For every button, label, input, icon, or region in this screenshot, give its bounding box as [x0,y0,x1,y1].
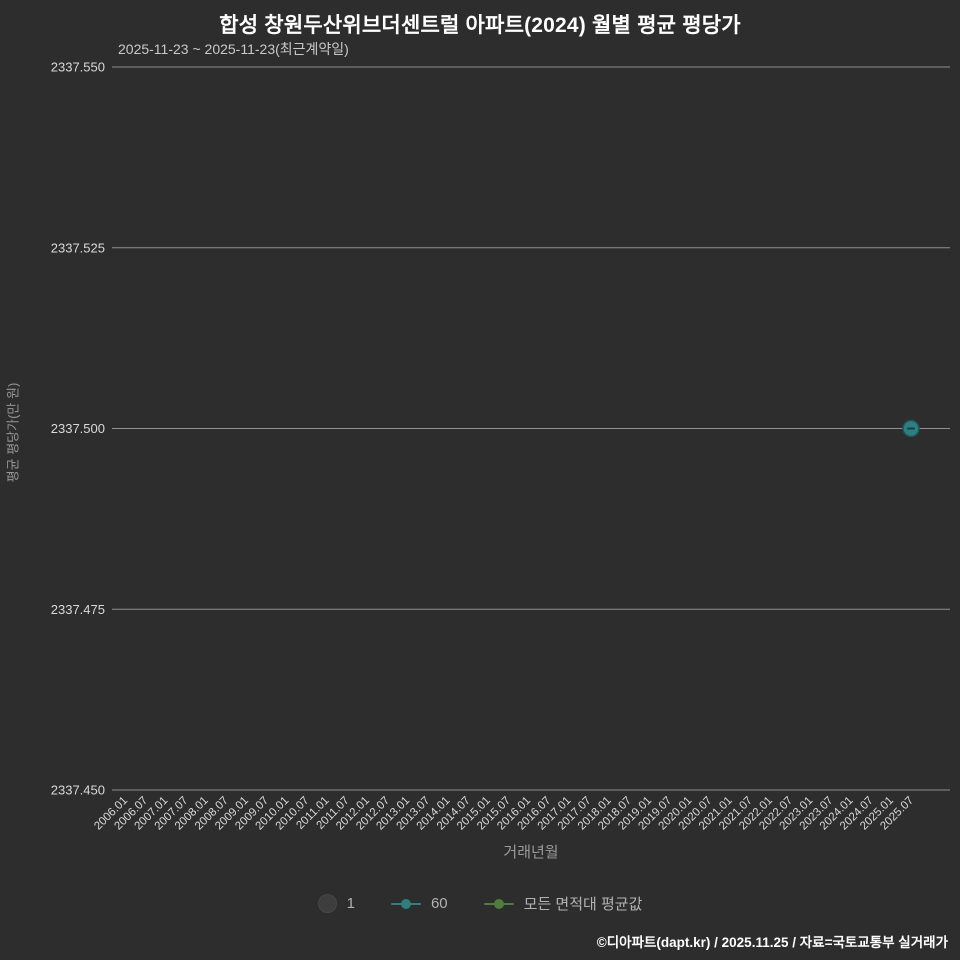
chart-legend: 1 60 모든 면적대 평균값 [0,893,960,914]
legend-circle-marker-icon [317,894,337,913]
legend-item-area-60[interactable]: 60 [390,895,448,912]
chart-plot-area[interactable]: 2337.550 2337.525 2337.500 2337.475 2337.450… [0,0,960,880]
legend-item-count-1[interactable]: 1 [317,894,355,913]
svg-text:2337.450: 2337.450 [51,783,105,798]
legend-label: 1 [346,895,355,912]
svg-text:2337.550: 2337.550 [51,60,105,75]
chart-subtitle: 2025-11-23 ~ 2025-11-23(최근계약일) [118,41,349,57]
svg-text:2337.475: 2337.475 [51,602,105,617]
x-axis-label: 거래년월 [503,844,559,861]
svg-text:2337.500: 2337.500 [51,421,105,436]
chart-canvas: 2337.550 2337.525 2337.500 2337.475 2337.450… [51,60,950,833]
svg-text:2337.525: 2337.525 [51,240,105,255]
legend-label: 모든 면적대 평균값 [523,896,643,913]
legend-linedot-marker-icon [390,898,421,910]
chart-title: 합성 창원두산위브더센트럴 아파트(2024) 월별 평균 평당가 [219,14,741,37]
legend-label: 60 [430,895,448,912]
legend-item-all-areas-average[interactable]: 모든 면적대 평균값 [483,893,643,914]
legend-linedot-marker-icon [483,898,514,910]
source-credit: ©디아파트(dapt.kr) / 2025.11.25 / 자료=국토교통부 실… [596,935,948,950]
